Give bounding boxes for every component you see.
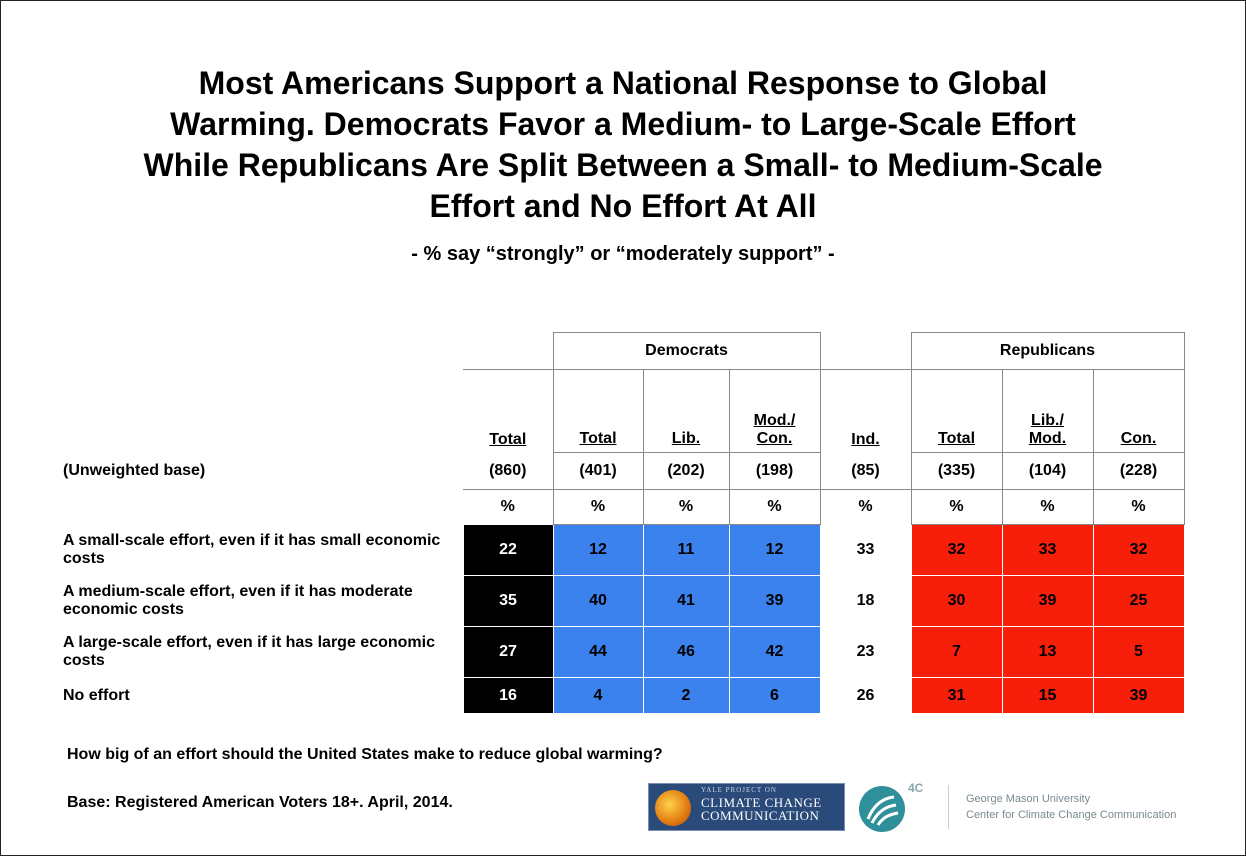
logo-main-text: CLIMATE CHANGE COMMUNICATION — [701, 795, 822, 823]
table-row: A medium-scale effort, even if it has mo… — [63, 575, 1185, 627]
unit-cell: % — [1092, 489, 1185, 525]
data-cell: 41 — [642, 575, 730, 627]
survey-question: How big of an effort should the United S… — [67, 746, 663, 763]
data-cell: 44 — [552, 626, 644, 678]
base-value: (401) — [552, 452, 644, 490]
column-header: Mod./Con. — [728, 369, 821, 453]
column-header: Ind. — [820, 369, 911, 453]
table-row: A large-scale effort, even if it has lar… — [63, 626, 1185, 678]
fourc-label: 4C — [908, 781, 924, 795]
base-value: (860) — [489, 461, 527, 479]
data-cell: 32 — [1092, 524, 1185, 576]
data-cell: 25 — [1092, 575, 1185, 627]
data-cell: 27 — [462, 626, 554, 678]
data-cell: 30 — [910, 575, 1003, 627]
row-label: A medium-scale effort, even if it has mo… — [63, 583, 413, 618]
yale-climate-logo: YALE PROJECT ON CLIMATE CHANGE COMMUNICA… — [648, 783, 845, 831]
unit-cell: % — [552, 489, 644, 525]
data-cell: 6 — [728, 677, 821, 714]
column-header: Lib. — [642, 369, 730, 453]
data-cell: 11 — [642, 524, 730, 576]
group-header-republicans: Republicans — [910, 332, 1185, 370]
data-cell: 39 — [1092, 677, 1185, 714]
unit-cell: % — [463, 489, 553, 525]
data-cell: 33 — [820, 524, 911, 576]
base-label: (Unweighted base) — [63, 462, 206, 479]
unit-cell: % — [1001, 489, 1094, 525]
gmu-4c-logo: 4C George Mason University Center for Cl… — [858, 781, 1228, 833]
table-row: A small-scale effort, even if it has sma… — [63, 524, 1185, 576]
row-label: A small-scale effort, even if it has sma… — [63, 532, 441, 567]
row-label: A large-scale effort, even if it has lar… — [63, 634, 435, 669]
gmu-line2: Center for Climate Change Communication — [966, 809, 1177, 821]
table-row: No effort 16 4 2 6 26 31 15 39 — [63, 677, 1185, 714]
base-value: (335) — [910, 452, 1003, 490]
column-header: Total — [910, 369, 1003, 453]
row-label: No effort — [63, 686, 130, 704]
base-note: Base: Registered American Voters 18+. Ap… — [67, 794, 453, 811]
base-value: (228) — [1092, 452, 1185, 490]
data-cell: 26 — [820, 677, 911, 714]
data-cell: 22 — [462, 524, 554, 576]
data-cell: 5 — [1092, 626, 1185, 678]
base-value: (198) — [728, 452, 821, 490]
data-cell: 32 — [910, 524, 1003, 576]
unit-cell: % — [820, 489, 911, 525]
title-line: While Republicans Are Split Between a Sm… — [143, 147, 1103, 183]
data-cell: 40 — [552, 575, 644, 627]
data-cell: 4 — [552, 677, 644, 714]
column-header: Total — [463, 369, 553, 453]
data-cell: 16 — [462, 677, 554, 714]
base-value: (85) — [851, 461, 880, 479]
data-cell: 39 — [1001, 575, 1094, 627]
slide-subtitle: - % say “strongly” or “moderately suppor… — [411, 243, 835, 265]
data-cell: 18 — [820, 575, 911, 627]
logo-divider — [948, 785, 949, 829]
unit-cell: % — [642, 489, 730, 525]
data-cell: 13 — [1001, 626, 1094, 678]
data-cell: 7 — [910, 626, 1003, 678]
data-cell: 33 — [1001, 524, 1094, 576]
data-cell: 39 — [728, 575, 821, 627]
data-cell: 46 — [642, 626, 730, 678]
data-cell: 23 — [820, 626, 911, 678]
column-header: Total — [552, 369, 644, 453]
wave-circle-icon — [859, 786, 905, 832]
base-value: (104) — [1001, 452, 1094, 490]
data-cell: 35 — [462, 575, 554, 627]
title-line: Warming. Democrats Favor a Medium- to La… — [170, 106, 1076, 142]
base-value: (202) — [642, 452, 730, 490]
gmu-line1: George Mason University — [966, 793, 1091, 805]
results-table: Democrats Republicans Total Total Lib. M… — [63, 332, 1185, 714]
data-cell: 12 — [728, 524, 821, 576]
data-cell: 42 — [728, 626, 821, 678]
data-cell: 12 — [552, 524, 644, 576]
group-header-democrats: Democrats — [552, 332, 821, 370]
data-cell: 31 — [910, 677, 1003, 714]
sun-icon — [655, 790, 691, 826]
title-line: Most Americans Support a National Respon… — [198, 65, 1048, 101]
title-line: Effort and No Effort At All — [429, 188, 817, 224]
column-header: Lib./Mod. — [1001, 369, 1094, 453]
slide-title: Most Americans Support a National Respon… — [21, 63, 1225, 227]
unit-cell: % — [910, 489, 1003, 525]
unit-cell: % — [728, 489, 821, 525]
column-header: Con. — [1092, 369, 1185, 453]
logo-small-text: YALE PROJECT ON — [701, 786, 777, 794]
data-cell: 2 — [642, 677, 730, 714]
data-cell: 15 — [1001, 677, 1094, 714]
